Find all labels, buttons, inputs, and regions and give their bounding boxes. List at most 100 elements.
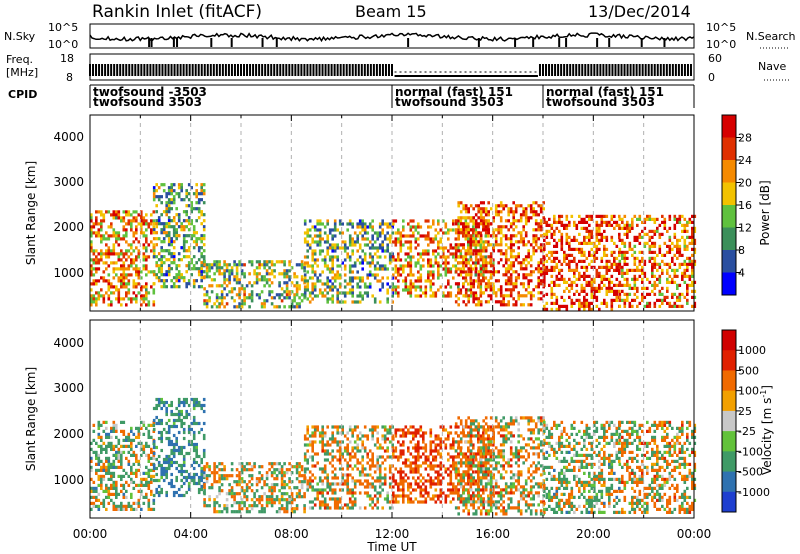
echo-cell [658,265,662,269]
echo-cell [142,252,146,256]
echo-cell [130,261,133,265]
echo-cell [285,284,289,288]
echo-cell [558,283,561,287]
echo-cell [361,482,364,486]
echo-cell [155,403,158,408]
echo-cell [230,495,234,499]
echo-cell [132,267,136,271]
echo-cell [474,255,478,259]
echo-cell [125,444,128,448]
echo-cell [122,420,126,424]
echo-cell [381,240,384,244]
echo-cell [145,273,148,277]
echo-cell [487,261,490,265]
echo-cell [90,303,93,307]
echo-cell [205,462,209,466]
echo-cell [280,483,284,487]
echo-cell [122,210,126,214]
echo-cell [162,403,166,408]
echo-cell [348,488,352,492]
echo-cell [278,293,281,297]
echo-cell [489,258,493,262]
echo-cell [306,231,309,235]
echo-cell [361,443,364,447]
echo-cell [192,225,196,229]
echo-cell [258,501,261,505]
echo-cell [494,300,498,304]
echo-cell [112,420,116,424]
echo-cell [132,240,136,244]
echo-cell [105,468,108,472]
echo-cell [610,301,614,305]
echo-cell [524,210,528,214]
echo-cell [499,294,503,298]
echo-cell [290,510,294,514]
echo-cell [341,291,344,295]
echo-cell [265,269,269,273]
echo-cell [636,268,639,272]
echo-cell [351,488,354,492]
echo-cell [273,305,276,309]
echo-cell [290,305,294,309]
echo-cell [130,468,133,472]
echo-cell [200,469,203,474]
echo-cell [185,490,188,495]
echo-cell [120,450,123,454]
echo-cell [102,447,106,451]
echo-cell [474,204,478,208]
echo-cell [160,255,163,259]
echo-cell [283,462,286,466]
echo-cell [593,244,596,248]
echo-cell [240,302,244,306]
echo-cell [105,447,108,451]
echo-cell [321,494,324,498]
echo-cell [270,501,274,505]
echo-cell [368,246,372,250]
echo-cell [457,291,460,295]
echo-cell [399,249,403,253]
echo-cell [613,292,616,296]
echo-cell [190,204,193,208]
echo-cell [333,437,337,441]
echo-cell [678,244,682,248]
echo-cell [100,483,103,487]
echo-cell [560,262,564,266]
echo-cell [472,240,475,244]
echo-cell [215,480,219,484]
echo-cell [643,286,647,290]
echo-cell [288,486,291,490]
echo-cell [323,434,327,438]
echo-cell [348,270,352,274]
echo-cell [457,285,460,289]
echo-cell [529,279,533,283]
echo-cell [95,216,98,220]
echo-cell [95,504,98,508]
echo-cell [539,249,543,253]
echo-cell [467,294,470,298]
echo-cell [517,297,520,301]
echo-cell [270,263,274,267]
echo-cell [177,279,181,283]
echo-cell [575,247,579,251]
echo-cell [97,231,101,235]
echo-cell [509,276,513,280]
echo-cell [321,270,324,274]
echo-cell [653,304,657,308]
echo-cell [331,482,334,486]
echo-cell [172,460,176,465]
echo-cell [155,255,158,259]
nave-tick-top: 60 [708,52,722,65]
echo-cell [457,204,460,208]
echo-cell [107,456,111,460]
echo-cell [112,261,116,265]
echo-cell [527,219,530,223]
echo-cell [177,276,181,280]
echo-cell [336,228,339,232]
echo-cell [479,294,483,298]
echo-cell [502,297,505,301]
echo-cell [605,292,609,296]
echo-cell [363,225,367,229]
echo-cell [157,267,161,271]
echo-cell [273,483,276,487]
echo-cell [673,268,677,272]
